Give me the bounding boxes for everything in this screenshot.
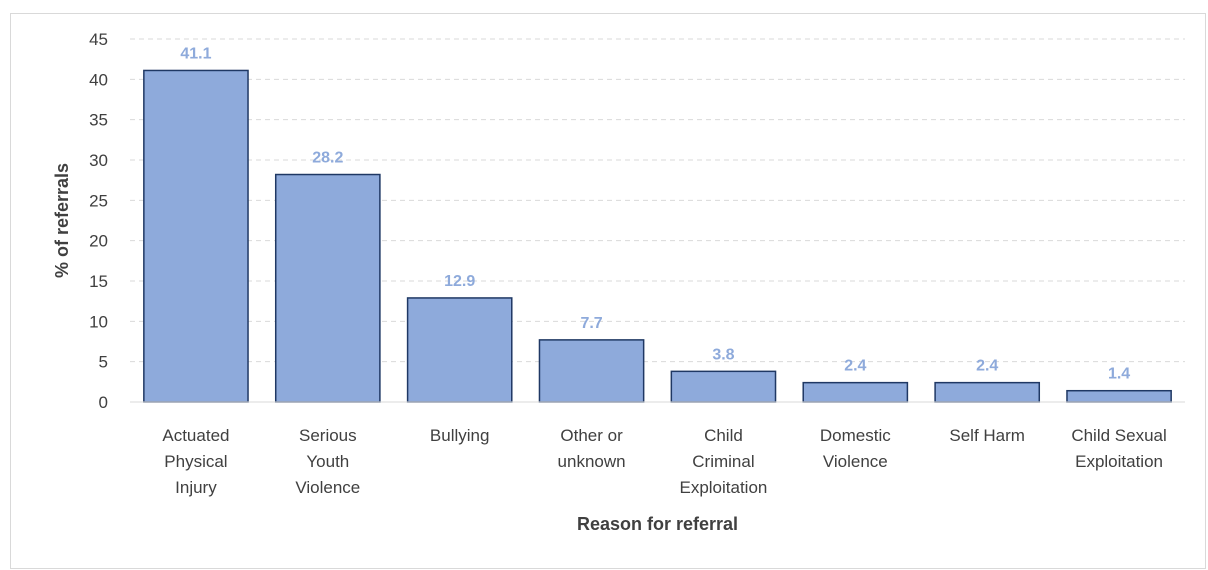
y-tick-label: 25 <box>89 191 108 210</box>
bar <box>802 381 909 403</box>
y-tick-label: 10 <box>89 312 108 331</box>
bar <box>1066 389 1172 403</box>
y-tick-label: 15 <box>89 272 108 291</box>
x-category-label: Serious Youth Violence <box>295 426 360 497</box>
bar <box>406 297 513 403</box>
y-tick-label: 35 <box>89 111 108 130</box>
x-axis-title: Reason for referral <box>577 514 738 534</box>
y-tick-label: 20 <box>89 232 108 251</box>
x-category-label: Actuated Physical Injury <box>162 426 229 497</box>
y-tick-label: 40 <box>89 70 108 89</box>
y-axis-title: % of referrals <box>52 163 72 278</box>
x-category-label: Bullying <box>430 426 490 445</box>
bar <box>934 381 1041 403</box>
y-tick-label: 0 <box>99 393 108 412</box>
x-category-labels: Actuated Physical Injury Serious Youth Violen… <box>162 426 1166 497</box>
x-category-label: Child Criminal Exploitation <box>679 426 767 497</box>
bar <box>143 69 249 403</box>
data-label: 3.8 <box>712 346 734 363</box>
x-category-label: Self Harm <box>949 426 1025 445</box>
bar <box>670 370 777 403</box>
y-tick-label: 45 <box>89 30 108 49</box>
x-category-label: Domestic Violence <box>820 426 891 471</box>
data-label: 7.7 <box>580 315 602 332</box>
data-label: 12.9 <box>444 273 475 290</box>
data-labels: 41.1 28.2 12.9 7.7 3.8 2.4 2.4 1.4 <box>180 45 1130 382</box>
y-tick-labels: 0 5 10 15 20 25 30 35 40 45 <box>89 30 108 412</box>
data-label: 41.1 <box>180 45 211 62</box>
data-label: 2.4 <box>844 358 866 375</box>
data-label: 1.4 <box>1108 366 1130 383</box>
data-label: 28.2 <box>312 150 343 167</box>
x-category-label: Child Sexual Exploitation <box>1071 426 1166 471</box>
y-tick-label: 30 <box>89 151 108 170</box>
bars <box>143 69 1172 403</box>
y-tick-label: 5 <box>99 353 108 372</box>
data-label: 2.4 <box>976 358 998 375</box>
x-category-label: Other or unknown <box>558 426 626 471</box>
bar <box>274 173 381 403</box>
bar <box>538 339 645 403</box>
